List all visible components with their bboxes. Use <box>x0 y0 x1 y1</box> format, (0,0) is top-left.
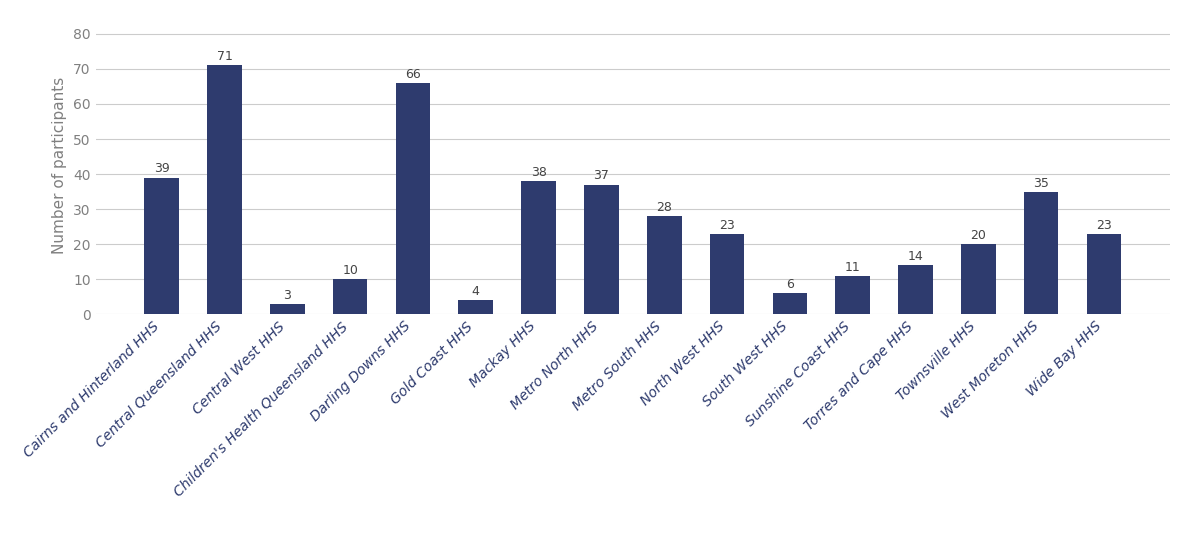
Bar <box>584 185 618 314</box>
Bar <box>773 293 807 314</box>
Bar <box>1024 192 1058 314</box>
Text: 71: 71 <box>216 50 233 63</box>
Bar <box>898 265 933 314</box>
Text: 23: 23 <box>719 218 736 231</box>
Text: 20: 20 <box>971 229 986 242</box>
Bar <box>836 276 870 314</box>
Text: 10: 10 <box>343 264 358 277</box>
Bar <box>208 66 241 314</box>
Bar <box>458 300 493 314</box>
Text: 38: 38 <box>530 166 547 179</box>
Text: 3: 3 <box>283 289 291 302</box>
Text: 39: 39 <box>154 163 170 176</box>
Text: 14: 14 <box>907 250 923 263</box>
Y-axis label: Number of participants: Number of participants <box>53 76 68 254</box>
Text: 6: 6 <box>786 278 794 291</box>
Text: 4: 4 <box>472 285 480 298</box>
Bar <box>144 178 179 314</box>
Bar <box>333 279 368 314</box>
Bar <box>270 304 304 314</box>
Text: 23: 23 <box>1096 218 1112 231</box>
Bar <box>395 83 430 314</box>
Bar <box>961 244 996 314</box>
Bar <box>709 234 744 314</box>
Text: 66: 66 <box>405 68 420 81</box>
Bar <box>1087 234 1121 314</box>
Text: 11: 11 <box>845 261 861 274</box>
Text: 28: 28 <box>657 201 672 214</box>
Bar <box>522 181 556 314</box>
Text: 37: 37 <box>593 170 609 183</box>
Text: 35: 35 <box>1033 177 1050 190</box>
Bar <box>647 216 682 314</box>
